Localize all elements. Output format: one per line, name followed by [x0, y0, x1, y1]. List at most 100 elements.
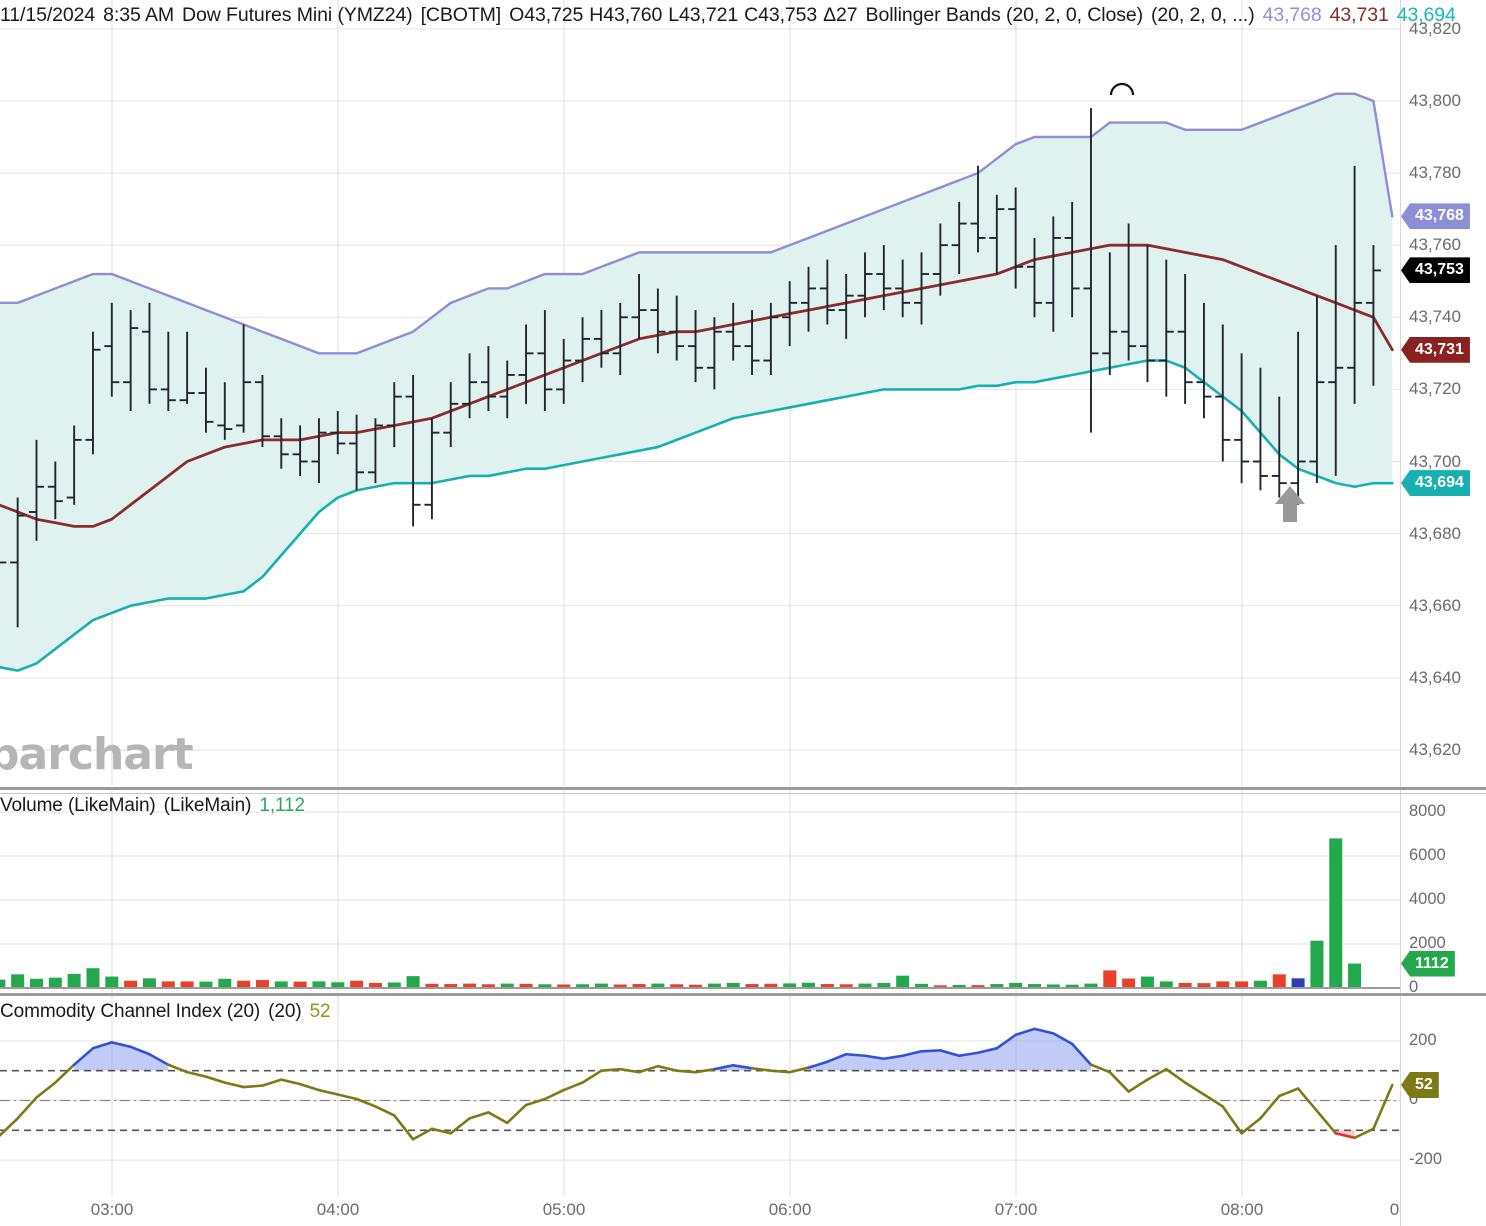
cci-line-segment	[618, 1067, 641, 1074]
price-axis-label: 43,800	[1409, 90, 1461, 110]
legend-low: L43,721	[668, 3, 739, 26]
cci-line-segment	[54, 1063, 76, 1084]
volume-bar	[1329, 838, 1343, 988]
cci-line-segment	[35, 1081, 57, 1099]
up-arrow-marker[interactable]	[1275, 486, 1305, 522]
volume-bar	[1216, 981, 1230, 988]
volume-bar	[180, 981, 194, 988]
volume-bar	[67, 973, 81, 988]
volume-bar	[858, 983, 872, 988]
volume-bar	[1084, 983, 1098, 988]
price-axis-label: 43,700	[1409, 451, 1461, 471]
volume-bar	[500, 983, 514, 988]
price-axis-label: 43,760	[1409, 235, 1461, 255]
cci-chart-svg[interactable]	[0, 996, 1400, 1196]
time-axis-tick: 03:00	[90, 1200, 134, 1219]
cci-line-segment	[863, 1054, 886, 1061]
legend-symbol[interactable]: Dow Futures Mini (YMZ24)	[182, 3, 413, 26]
volume-bar	[274, 981, 288, 988]
volume-bar	[142, 978, 156, 988]
cci-overbought-fill	[808, 1028, 1091, 1071]
time-axis-tick: 04:00	[316, 1200, 360, 1219]
price-axis-label: 43,820	[1409, 18, 1461, 38]
cci-line-segment	[279, 1078, 302, 1086]
volume-bar	[331, 982, 345, 988]
cci-value-badge: 52	[1401, 1071, 1439, 1098]
cci-line-segment	[1108, 1070, 1130, 1093]
volume-axis-label: 2000	[1409, 934, 1446, 952]
cci-line-segment	[656, 1064, 679, 1072]
volume-value-badge: 1112	[1401, 950, 1455, 977]
cci-axis-label: 0	[1409, 1090, 1419, 1109]
price-axis-label: 43,740	[1409, 307, 1461, 327]
legend-study-name[interactable]: Bollinger Bands (20, 2, 0, Close)	[865, 3, 1144, 26]
pane-separator-volume[interactable]	[0, 787, 1486, 790]
cci-line-segment	[1014, 1027, 1036, 1037]
cci-line-segment	[298, 1082, 321, 1092]
volume-pane[interactable]	[0, 790, 1400, 993]
volume-bar	[1065, 984, 1079, 988]
cci-pane[interactable]	[0, 996, 1400, 1196]
cci-line-segment	[185, 1070, 208, 1078]
volume-bar	[538, 984, 552, 988]
legend-study-params: (20, 2, 0, ...)	[1150, 3, 1255, 26]
cci-line-segment	[148, 1052, 170, 1067]
bollinger-middle-band-line	[0, 243, 1394, 528]
ohlc-bar-series[interactable]	[0, 108, 1381, 628]
cci-line-segment	[1202, 1093, 1225, 1108]
volume-bar	[764, 983, 778, 988]
price-axis-label: 43,780	[1409, 163, 1461, 183]
cci-line-segment	[882, 1054, 904, 1061]
cci-line-segment	[355, 1097, 377, 1108]
volume-bar	[594, 983, 608, 988]
right-axis-column[interactable]: 43,820 43,800 43,780 43,760 43,740 43,720 43,7…	[1400, 0, 1486, 1226]
cci-line-segment	[1033, 1027, 1055, 1035]
cci-line-segment	[0, 1117, 19, 1137]
pane-separator-cci[interactable]	[0, 993, 1486, 996]
volume-bar	[293, 981, 307, 988]
volume-bar	[1027, 984, 1041, 988]
volume-bar	[1310, 940, 1324, 988]
cci-line-segment	[505, 1103, 528, 1125]
upper-band-badge: 43,768	[1401, 203, 1470, 230]
legend-high: H43,760	[589, 3, 663, 26]
cci-line-segment	[468, 1111, 490, 1120]
time-axis-tick: 06:00	[768, 1200, 812, 1219]
volume-title[interactable]: Volume (LikeMain)	[0, 795, 156, 816]
volume-bar	[481, 984, 495, 988]
legend-open: O43,725	[509, 3, 584, 26]
cci-line-segment	[1089, 1063, 1112, 1074]
volume-chart-svg[interactable]	[0, 790, 1400, 993]
volume-bar	[896, 975, 910, 988]
volume-value: 1,112	[259, 795, 305, 816]
volume-bar	[745, 984, 759, 988]
legend-change: Δ27	[823, 3, 858, 26]
cci-line-segment	[1259, 1094, 1281, 1120]
arc-marker[interactable]	[1109, 82, 1135, 96]
cci-line-segment	[72, 1046, 95, 1067]
price-pane[interactable]	[0, 0, 1400, 786]
volume-bar	[1235, 981, 1249, 988]
volume-bar	[1103, 970, 1117, 988]
volume-bar	[613, 984, 627, 988]
volume-bar-series[interactable]	[0, 838, 1362, 988]
price-chart-svg[interactable]	[0, 0, 1400, 786]
legend-middle-value: 43,731	[1329, 3, 1389, 26]
volume-bar	[915, 983, 928, 988]
volume-bar	[1140, 976, 1154, 988]
volume-bar	[783, 983, 797, 988]
cci-title[interactable]: Commodity Channel Index (20)	[0, 1001, 261, 1022]
cci-line-segment	[694, 1067, 716, 1074]
volume-bar	[1159, 981, 1173, 988]
cci-line-segment	[1127, 1078, 1149, 1093]
cci-line-segment	[430, 1127, 453, 1135]
cci-line-segment	[826, 1052, 848, 1064]
cci-line-segment	[242, 1084, 264, 1089]
volume-bar	[1178, 982, 1192, 988]
cci-line-segment	[1183, 1081, 1206, 1096]
cci-line-segment	[411, 1127, 434, 1141]
volume-bar	[29, 978, 43, 988]
pane-separator-volume-thin	[0, 793, 1486, 794]
legend-time: 8:35 AM	[103, 3, 175, 26]
